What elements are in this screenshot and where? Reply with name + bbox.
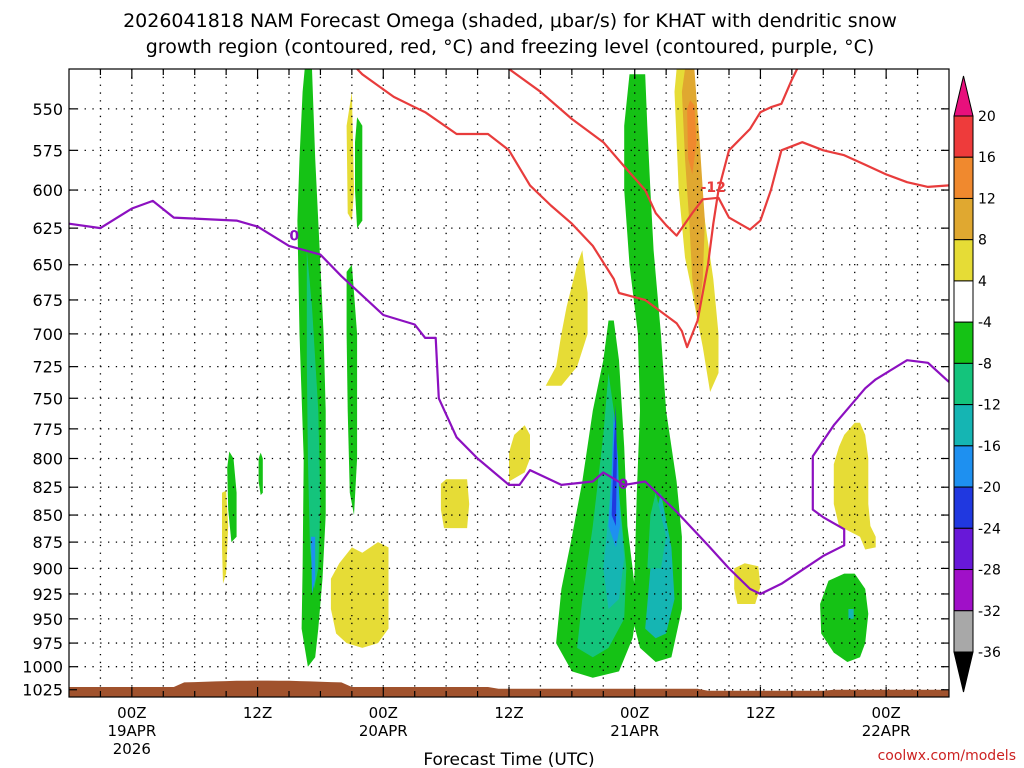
y-tick-label-3: 625 xyxy=(32,219,63,238)
y-tick-label-1: 575 xyxy=(32,141,63,160)
colorbar-bin-12 xyxy=(953,610,974,653)
omega-region-27 xyxy=(687,100,697,175)
x-tick-date-2: 20APR xyxy=(359,722,408,740)
x-tick-label-3: 12Z xyxy=(494,704,523,722)
colorbar-top-arrow xyxy=(953,75,974,117)
colorbar-bin-2 xyxy=(953,197,974,241)
omega-region-11 xyxy=(311,536,316,594)
x-tick-label-6: 00Z xyxy=(871,704,900,722)
colorbar: 20 16 12 8 4 -4 -8 -12 -16 -20 -24 -28 -32 -36 xyxy=(953,75,1001,693)
x-tick-label-0: 00Z xyxy=(117,704,146,722)
colorbar-label-8: -16 xyxy=(978,439,1001,455)
x-tick-year-0: 2026 xyxy=(113,740,151,758)
colorbar-bin-0 xyxy=(953,115,974,158)
x-tick-date-0: 19APR xyxy=(107,722,156,740)
omega-region-14 xyxy=(227,451,237,543)
colorbar-bin-8 xyxy=(953,445,974,488)
x-tick-label-4: 00Z xyxy=(620,704,649,722)
y-tick-label-18: 1000 xyxy=(22,658,63,677)
omega-region-13 xyxy=(355,117,363,229)
omega-region-16 xyxy=(820,573,869,662)
y-tick-label-13: 875 xyxy=(32,533,63,552)
x-tick-date-4: 21APR xyxy=(610,722,659,740)
y-tick-label-2: 600 xyxy=(32,181,63,200)
omega-region-10 xyxy=(306,250,321,589)
y-tick-label-11: 825 xyxy=(32,478,63,497)
x-tick-label-1: 12Z xyxy=(243,704,272,722)
x-tick-date-6: 22APR xyxy=(862,722,911,740)
y-axis: 550 575 600 625 650 675 700 725 750 775 800 825 850 8… xyxy=(22,100,949,700)
y-tick-label-14: 900 xyxy=(32,559,63,578)
omega-region-8 xyxy=(647,492,667,569)
colorbar-label-12: -32 xyxy=(978,604,1001,620)
colorbar-bin-7 xyxy=(953,404,974,447)
y-tick-label-7: 725 xyxy=(32,358,63,377)
contour-freezing-level xyxy=(69,199,949,596)
omega-region-0 xyxy=(545,250,588,386)
omega-region-17 xyxy=(848,609,854,619)
y-tick-label-16: 950 xyxy=(32,610,63,629)
colorbar-bin-10 xyxy=(953,527,974,571)
colorbar-bin-11 xyxy=(953,569,974,612)
y-tick-label-5: 675 xyxy=(32,291,63,310)
colorbar-label-0: 20 xyxy=(978,109,996,125)
credit-text: coolwx.com/models xyxy=(878,748,1016,764)
colorbar-bin-3 xyxy=(953,239,974,282)
y-tick-label-6: 700 xyxy=(32,325,63,344)
x-tick-label-2: 00Z xyxy=(369,704,398,722)
x-tick-label-5: 12Z xyxy=(746,704,775,722)
colorbar-label-13: -36 xyxy=(978,645,1001,661)
contour-layer: 0 0 -12 xyxy=(69,69,949,596)
colorbar-label-10: -24 xyxy=(978,521,1001,537)
colorbar-label-5: -4 xyxy=(978,315,992,331)
contour-dendritic-bottom xyxy=(508,69,949,237)
y-tick-label-15: 925 xyxy=(32,585,63,604)
colorbar-label-11: -28 xyxy=(978,563,1001,579)
chart-title-line-1: 2026041818 NAM Forecast Omega (shaded, μ… xyxy=(123,10,897,32)
omega-region-23 xyxy=(734,563,761,604)
grid-layer xyxy=(69,69,949,697)
omega-region-21 xyxy=(440,479,470,529)
y-tick-label-10: 800 xyxy=(32,449,63,468)
colorbar-label-4: 4 xyxy=(978,274,987,290)
colorbar-bin-9 xyxy=(953,486,974,529)
colorbar-label-3: 8 xyxy=(978,233,987,249)
y-tick-label-0: 550 xyxy=(32,100,63,119)
chart-title-line-2: growth region (contoured, red, °C) and f… xyxy=(146,36,875,58)
contour-label-1: 0 xyxy=(618,477,628,493)
y-tick-label-8: 750 xyxy=(32,389,63,408)
x-axis-label: Forecast Time (UTC) xyxy=(423,750,594,768)
colorbar-label-1: 16 xyxy=(978,150,996,166)
colorbar-label-7: -12 xyxy=(978,398,1001,414)
y-tick-label-12: 850 xyxy=(32,506,63,525)
omega-region-6 xyxy=(611,404,617,526)
y-tick-label-4: 650 xyxy=(32,256,63,275)
colorbar-bin-1 xyxy=(953,156,974,199)
y-tick-label-17: 975 xyxy=(32,634,63,653)
omega-region-15 xyxy=(258,452,263,496)
colorbar-bin-6 xyxy=(953,362,974,406)
y-tick-label-19: 1025 xyxy=(22,681,63,700)
omega-region-24 xyxy=(833,422,876,550)
contour-label-2: -12 xyxy=(701,180,726,196)
colorbar-label-9: -20 xyxy=(978,480,1001,496)
y-tick-label-9: 775 xyxy=(32,420,63,439)
colorbar-label-6: -8 xyxy=(978,356,992,372)
contour-dendritic-top xyxy=(356,69,799,349)
colorbar-bottom-arrow xyxy=(953,651,974,693)
contour-label-0: 0 xyxy=(289,229,299,245)
omega-region-22 xyxy=(509,425,530,482)
colorbar-bin-4 xyxy=(953,280,974,323)
colorbar-label-2: 12 xyxy=(978,191,996,207)
colorbar-bin-5 xyxy=(953,321,974,364)
plot-area: 0 0 -12 xyxy=(69,69,949,697)
